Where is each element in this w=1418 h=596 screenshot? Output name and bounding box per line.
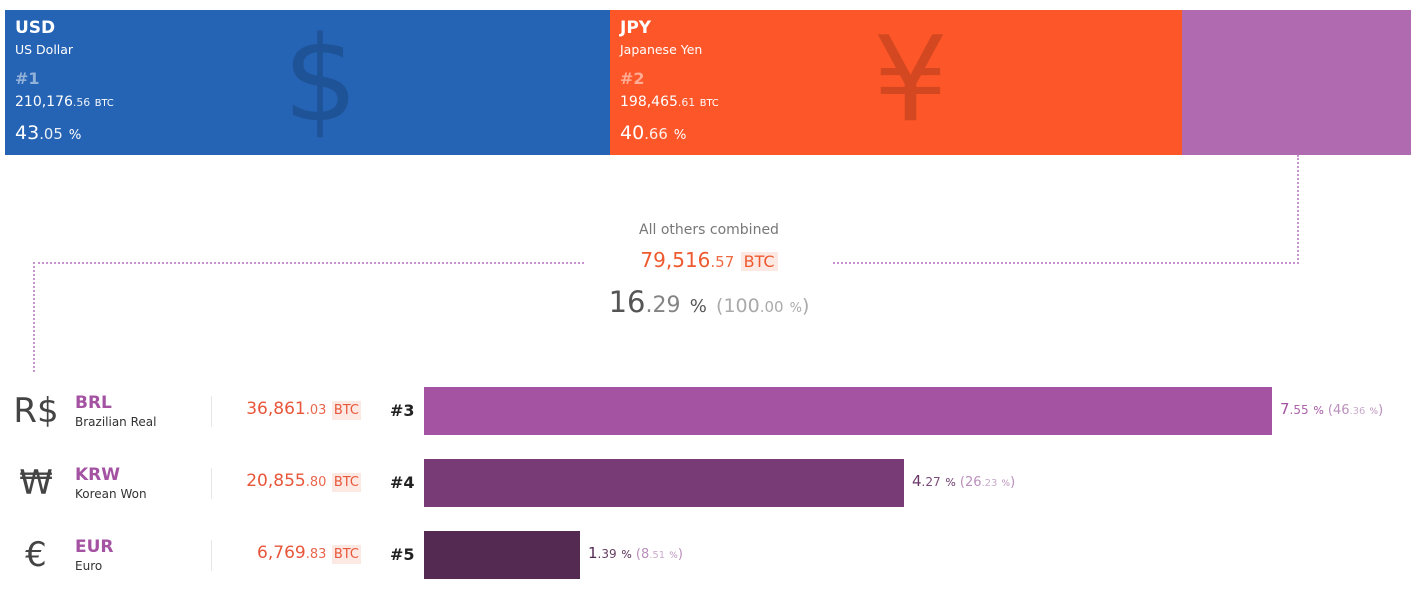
others-share-percent: 16.29 % (100.00 %) (608, 285, 810, 319)
tile-code: USD (15, 18, 56, 38)
tile-currency-name: US Dollar (15, 42, 74, 57)
usd-tile[interactable]: $ USD US Dollar #1 210,176.56 BTC 43.05 … (5, 10, 610, 155)
euro-sign-icon: € (25, 535, 47, 575)
row-bar-label: 4.27 % (26.23 %) (912, 472, 1016, 490)
row-divider (211, 540, 212, 571)
tile-btc-volume: 210,176.56 BTC (15, 94, 114, 110)
row-btc-volume: 20,855.80 BTC (246, 471, 361, 492)
connector-left-horizontal (33, 262, 584, 264)
tile-code: JPY (620, 18, 652, 38)
tile-btc-volume: 198,465.61 BTC (620, 94, 719, 110)
currency-row-brl[interactable]: R$ BRL Brazilian Real 36,861.03 BTC #3 7… (0, 387, 1418, 435)
won-sign-icon: ₩ (19, 463, 53, 503)
row-bar-label: 7.55 % (46.36 %) (1280, 400, 1384, 418)
row-rank: #5 (390, 545, 415, 564)
dollar-sign-icon: $ (283, 10, 359, 148)
row-currency-name: Brazilian Real (75, 415, 157, 429)
others-btc-volume: 79,516.57 BTC (559, 248, 859, 272)
connector-right-vertical (1297, 155, 1299, 264)
row-code: KRW (75, 465, 121, 485)
row-currency-name: Korean Won (75, 487, 147, 501)
yen-sign-icon: ¥ (873, 10, 949, 148)
tile-share-percent: 40.66 % (620, 122, 687, 144)
currency-row-eur[interactable]: € EUR Euro 6,769.83 BTC #5 1.39 % (8.51 %… (0, 531, 1418, 579)
tile-rank: #1 (15, 69, 40, 88)
row-code: EUR (75, 537, 114, 557)
row-btc-volume: 36,861.03 BTC (246, 399, 361, 420)
tile-rank: #2 (620, 69, 645, 88)
row-bar (424, 387, 1272, 435)
row-rank: #3 (390, 401, 415, 420)
currency-row-krw[interactable]: ₩ KRW Korean Won 20,855.80 BTC #4 4.27 %… (0, 459, 1418, 507)
tile-share-percent: 43.05 % (15, 122, 82, 144)
row-currency-name: Euro (75, 559, 103, 573)
row-divider (211, 468, 212, 499)
row-bar (424, 459, 904, 507)
row-btc-volume: 6,769.83 BTC (257, 543, 361, 564)
tile-currency-name: Japanese Yen (620, 42, 703, 57)
others-label: All others combined (639, 222, 779, 238)
real-sign-icon: R$ (13, 391, 59, 431)
row-divider (211, 396, 212, 427)
others-tile[interactable] (1182, 10, 1411, 155)
row-code: BRL (75, 393, 112, 413)
row-bar-label: 1.39 % (8.51 %) (588, 544, 683, 562)
jpy-tile[interactable]: ¥ JPY Japanese Yen #2 198,465.61 BTC 40.… (610, 10, 1182, 155)
row-rank: #4 (390, 473, 415, 492)
row-bar (424, 531, 580, 579)
connector-right-horizontal (833, 262, 1299, 264)
connector-left-vertical (33, 262, 35, 372)
